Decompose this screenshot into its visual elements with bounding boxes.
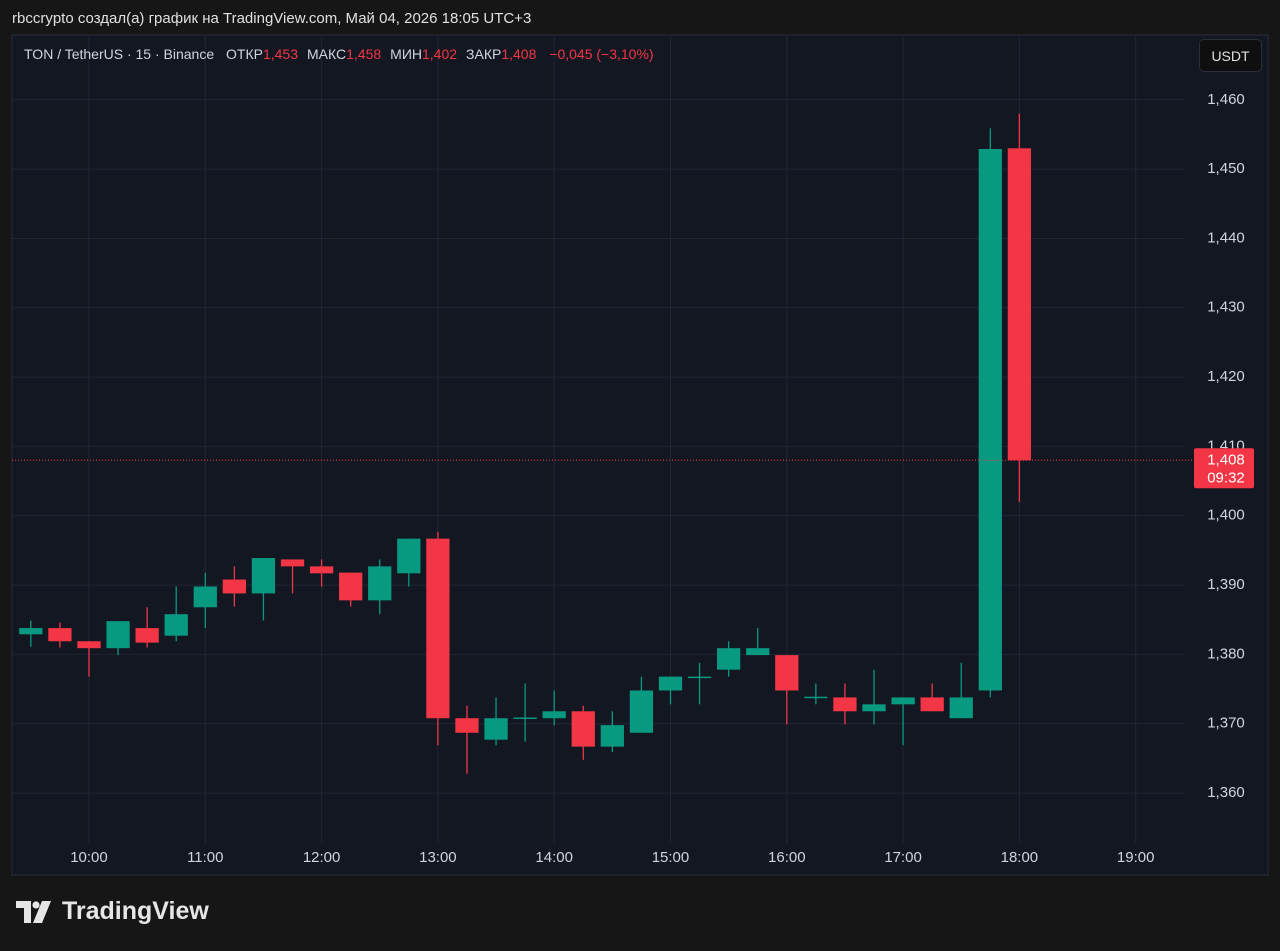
candle-body — [222, 579, 246, 594]
legend: TON / TetherUS · 15 · Binance ОТКР1,453 М… — [24, 46, 663, 62]
y-tick-label: 1,370 — [1207, 715, 1245, 732]
candle-body — [455, 718, 479, 733]
candle-body — [426, 538, 450, 719]
axis-labels: 1,3601,3701,3801,3901,4001,4101,4201,430… — [70, 91, 1254, 866]
candle-body — [280, 559, 305, 567]
candle-body — [949, 697, 973, 719]
candle-body — [193, 586, 217, 608]
legend-label: МАКС — [307, 46, 347, 62]
candle-body — [629, 690, 654, 733]
candle-body — [368, 566, 392, 601]
candle-body — [920, 697, 944, 712]
y-tick-label: 1,440 — [1207, 229, 1245, 246]
symbol: TON / TetherUS · 15 · Binance — [24, 46, 215, 62]
y-tick-label: 1,380 — [1207, 645, 1245, 662]
candles — [12, 113, 1194, 774]
y-tick-label: 1,400 — [1207, 507, 1245, 524]
y-tick-label: 1,430 — [1207, 299, 1245, 316]
candle-body — [484, 718, 508, 740]
x-tick-label: 17:00 — [884, 849, 922, 866]
legend-value: 1,408 — [501, 46, 537, 62]
x-tick-label: 12:00 — [303, 849, 341, 866]
candle-body — [135, 628, 159, 643]
candle-body — [658, 676, 683, 691]
candle-body — [542, 711, 566, 719]
y-tick-label: 1,390 — [1207, 576, 1245, 593]
legend-value: 1,458 — [346, 46, 382, 62]
candle-body — [978, 149, 1002, 691]
candle-body — [804, 696, 828, 699]
x-tick-label: 15:00 — [652, 849, 690, 866]
x-tick-label: 13:00 — [419, 849, 457, 866]
candle-body — [19, 628, 43, 635]
candle-body — [687, 676, 712, 679]
candle-body — [397, 538, 421, 574]
candle-body — [309, 566, 334, 574]
x-tick-label: 11:00 — [187, 849, 223, 866]
y-tick-label: 1,360 — [1207, 784, 1245, 801]
x-tick-label: 19:00 — [1117, 849, 1155, 866]
y-tick-label: 1,450 — [1207, 160, 1245, 177]
x-tick-label: 16:00 — [768, 849, 806, 866]
brand-name: TradingView — [62, 897, 209, 925]
brand-logo: TradingView — [16, 897, 209, 926]
candle-body — [717, 648, 741, 670]
header: rbccrypto создал(а) график на TradingVie… — [12, 10, 532, 27]
grid — [12, 36, 1185, 843]
chart-panel — [11, 34, 1269, 876]
candle-body — [862, 704, 886, 712]
candle-body — [77, 641, 101, 649]
price-tag-value: 1,408 — [1207, 451, 1245, 468]
candle-body — [106, 621, 130, 649]
currency-button[interactable]: USDT — [1199, 39, 1262, 72]
candle-body — [513, 717, 537, 720]
logo-icon — [16, 900, 51, 923]
y-tick-label: 1,460 — [1207, 91, 1245, 108]
candle-body — [833, 697, 857, 712]
candle-body — [1007, 148, 1032, 461]
candle-body — [164, 614, 188, 636]
x-tick-label: 14:00 — [535, 849, 573, 866]
price-tag-countdown: 09:32 — [1207, 469, 1245, 486]
x-tick-label: 10:00 — [70, 849, 108, 866]
candle-body — [600, 725, 624, 747]
candle-body — [571, 711, 595, 747]
change: −0,045 (−3,10%) — [549, 46, 654, 62]
x-tick-label: 18:00 — [1001, 849, 1039, 866]
candle-body — [48, 628, 72, 642]
legend-value: 1,402 — [422, 46, 458, 62]
candle-body — [339, 572, 363, 601]
price-tag — [1194, 448, 1254, 489]
legend-label: ЗАКР — [466, 46, 502, 62]
legend-fields: ОТКР1,453 МАКС1,458 МИН1,402 ЗАКР1,408 — [226, 46, 545, 62]
legend-value: 1,453 — [262, 46, 298, 62]
candle-body — [746, 648, 770, 656]
candle-body — [775, 655, 799, 691]
legend-label: МИН — [390, 46, 422, 62]
candle-body — [891, 697, 915, 705]
y-tick-label: 1,420 — [1207, 368, 1245, 385]
legend-label: ОТКР — [226, 46, 263, 62]
candle-body — [251, 558, 276, 594]
